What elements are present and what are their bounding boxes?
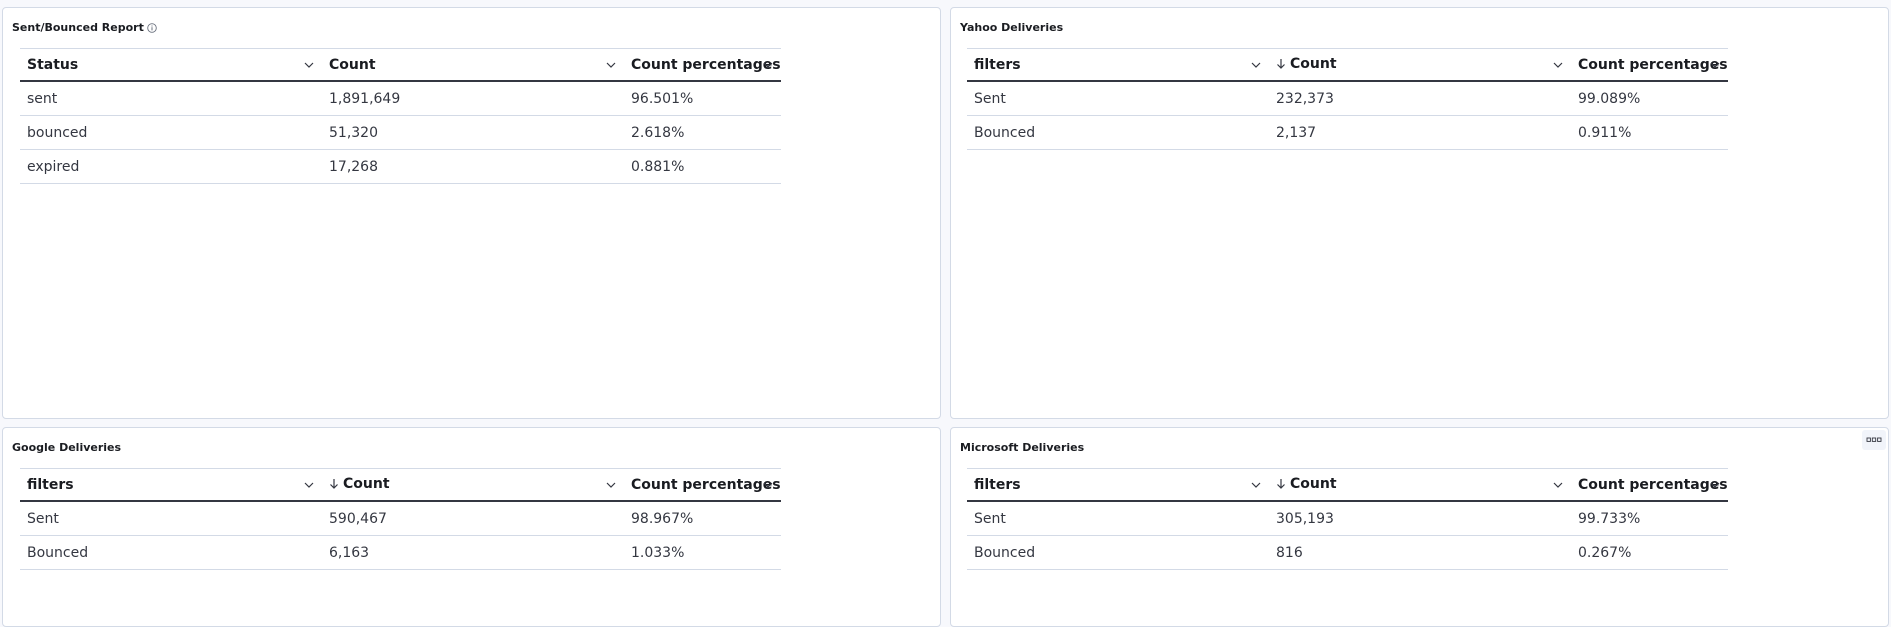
table-row: Bounced 816 0.267% bbox=[967, 535, 1728, 570]
panel-title-text: Yahoo Deliveries bbox=[960, 21, 1064, 34]
chevron-down-icon[interactable] bbox=[1251, 60, 1261, 70]
info-icon[interactable] bbox=[147, 22, 157, 33]
panel-title: Microsoft Deliveries bbox=[960, 441, 1084, 454]
table-cell: 6,163 bbox=[322, 535, 624, 570]
table-header-row: filters Count Count percentages bbox=[20, 468, 781, 502]
chevron-down-icon[interactable] bbox=[1710, 480, 1720, 490]
column-header-label: Count bbox=[1290, 55, 1337, 72]
column-header-count-percentages[interactable]: Count percentages bbox=[624, 468, 781, 502]
table-cell: Sent bbox=[967, 81, 1269, 116]
data-table: Status Count Count percentages sent 1,89… bbox=[20, 48, 781, 184]
table-cell: Sent bbox=[20, 501, 322, 536]
table-cell: 2,137 bbox=[1269, 115, 1571, 150]
column-header-label: Count bbox=[329, 56, 376, 73]
table-cell: 816 bbox=[1269, 535, 1571, 570]
column-header-count[interactable]: Count bbox=[322, 468, 624, 502]
table-row: sent 1,891,649 96.501% bbox=[20, 81, 781, 116]
column-header-count[interactable]: Count bbox=[322, 48, 624, 82]
data-table: filters Count Count percentages Sent 305… bbox=[967, 468, 1728, 570]
column-header-label: filters bbox=[27, 476, 74, 493]
chevron-down-icon[interactable] bbox=[1553, 480, 1563, 490]
table-cell: 99.089% bbox=[1571, 81, 1728, 116]
column-header-label: Count percentages bbox=[631, 476, 781, 493]
panel-sent-bounced-report: Sent/Bounced Report Status Count Count p… bbox=[2, 7, 941, 419]
panel-google-deliveries: Google Deliveries filters Count Count pe… bbox=[2, 427, 941, 627]
panel-yahoo-deliveries: Yahoo Deliveries filters Count Count per… bbox=[950, 7, 1889, 419]
chevron-down-icon[interactable] bbox=[304, 480, 314, 490]
column-header-label: Count bbox=[343, 475, 390, 492]
table-cell: 2.618% bbox=[624, 115, 781, 150]
table-row: Sent 305,193 99.733% bbox=[967, 501, 1728, 536]
panel-options-button[interactable] bbox=[1862, 430, 1886, 450]
data-table: filters Count Count percentages Sent 232… bbox=[967, 48, 1728, 150]
table-cell: expired bbox=[20, 149, 322, 184]
column-header-count[interactable]: Count bbox=[1269, 468, 1571, 502]
column-header-label: Count bbox=[1290, 475, 1337, 492]
chevron-down-icon[interactable] bbox=[763, 480, 773, 490]
column-header-count[interactable]: Count bbox=[1269, 48, 1571, 82]
table-cell: Bounced bbox=[20, 535, 322, 570]
column-header-label: Status bbox=[27, 56, 79, 73]
table-header-row: filters Count Count percentages bbox=[967, 48, 1728, 82]
chevron-down-icon[interactable] bbox=[1710, 60, 1720, 70]
column-header-label: Count percentages bbox=[1578, 476, 1728, 493]
panel-microsoft-deliveries: Microsoft Deliveries filters Count Count… bbox=[950, 427, 1889, 627]
table-row: Sent 232,373 99.089% bbox=[967, 81, 1728, 116]
table-cell: Bounced bbox=[967, 115, 1269, 150]
column-header-status[interactable]: Status bbox=[20, 48, 322, 82]
table-cell: 1.033% bbox=[624, 535, 781, 570]
table-cell: 0.911% bbox=[1571, 115, 1728, 150]
arrow-down-icon bbox=[330, 478, 338, 489]
table-cell: 0.267% bbox=[1571, 535, 1728, 570]
table-row: expired 17,268 0.881% bbox=[20, 149, 781, 184]
table-header-row: filters Count Count percentages bbox=[967, 468, 1728, 502]
column-header-filters[interactable]: filters bbox=[20, 468, 322, 502]
table-cell: 51,320 bbox=[322, 115, 624, 150]
table-cell: 1,891,649 bbox=[322, 81, 624, 116]
chevron-down-icon[interactable] bbox=[763, 60, 773, 70]
column-header-label: filters bbox=[974, 476, 1021, 493]
table-cell: 590,467 bbox=[322, 501, 624, 536]
table-cell: sent bbox=[20, 81, 322, 116]
chevron-down-icon[interactable] bbox=[1553, 60, 1563, 70]
table-cell: 99.733% bbox=[1571, 501, 1728, 536]
table-row: bounced 51,320 2.618% bbox=[20, 115, 781, 150]
table-cell: 98.967% bbox=[624, 501, 781, 536]
column-header-label: filters bbox=[974, 56, 1021, 73]
table-cell: Bounced bbox=[967, 535, 1269, 570]
arrow-down-icon bbox=[1277, 478, 1285, 489]
table-cell: bounced bbox=[20, 115, 322, 150]
ellipsis-icon bbox=[1866, 437, 1882, 442]
panel-title: Google Deliveries bbox=[12, 441, 121, 454]
panel-title: Yahoo Deliveries bbox=[960, 21, 1063, 34]
table-cell: 232,373 bbox=[1269, 81, 1571, 116]
panel-title: Sent/Bounced Report bbox=[12, 21, 157, 34]
column-header-count-percentages[interactable]: Count percentages bbox=[1571, 48, 1728, 82]
column-header-filters[interactable]: filters bbox=[967, 48, 1269, 82]
table-header-row: Status Count Count percentages bbox=[20, 48, 781, 82]
table-cell: 0.881% bbox=[624, 149, 781, 184]
chevron-down-icon[interactable] bbox=[606, 60, 616, 70]
panel-title-text: Google Deliveries bbox=[12, 441, 122, 454]
table-cell: 17,268 bbox=[322, 149, 624, 184]
table-cell: 305,193 bbox=[1269, 501, 1571, 536]
table-row: Bounced 6,163 1.033% bbox=[20, 535, 781, 570]
column-header-label: Count percentages bbox=[631, 56, 781, 73]
chevron-down-icon[interactable] bbox=[1251, 480, 1261, 490]
column-header-count-percentages[interactable]: Count percentages bbox=[1571, 468, 1728, 502]
panel-title-text: Microsoft Deliveries bbox=[960, 441, 1085, 454]
table-cell: 96.501% bbox=[624, 81, 781, 116]
panel-title-text: Sent/Bounced Report bbox=[12, 21, 144, 34]
chevron-down-icon[interactable] bbox=[304, 60, 314, 70]
column-header-filters[interactable]: filters bbox=[967, 468, 1269, 502]
chevron-down-icon[interactable] bbox=[606, 480, 616, 490]
table-row: Sent 590,467 98.967% bbox=[20, 501, 781, 536]
table-cell: Sent bbox=[967, 501, 1269, 536]
table-row: Bounced 2,137 0.911% bbox=[967, 115, 1728, 150]
column-header-count-percentages[interactable]: Count percentages bbox=[624, 48, 781, 82]
arrow-down-icon bbox=[1277, 58, 1285, 69]
column-header-label: Count percentages bbox=[1578, 56, 1728, 73]
data-table: filters Count Count percentages Sent 590… bbox=[20, 468, 781, 570]
